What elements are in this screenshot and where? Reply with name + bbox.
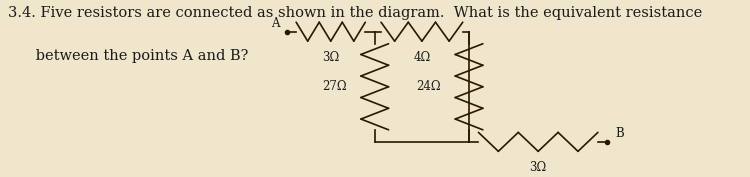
Text: 27Ω: 27Ω [322,80,346,93]
Text: 3.4. Five resistors are connected as shown in the diagram.  What is the equivale: 3.4. Five resistors are connected as sho… [8,6,703,20]
Text: 4Ω: 4Ω [413,51,430,64]
Text: B: B [615,127,623,140]
Text: between the points A and B?: between the points A and B? [8,49,248,63]
Text: A: A [271,17,279,30]
Text: 24Ω: 24Ω [416,80,441,93]
Text: 3Ω: 3Ω [322,51,339,64]
Text: 3Ω: 3Ω [530,161,547,174]
